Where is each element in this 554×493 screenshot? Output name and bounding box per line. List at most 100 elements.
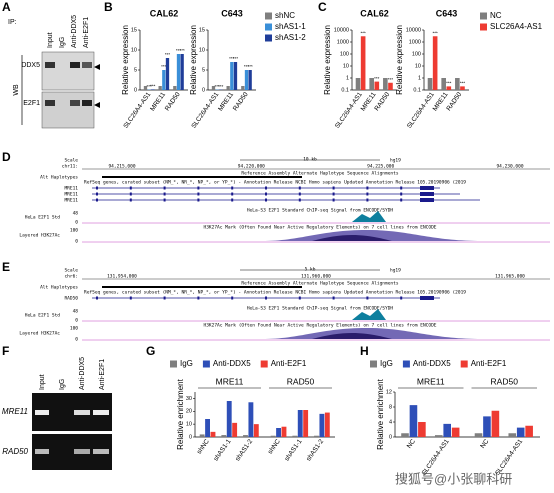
panel-label: A (2, 0, 11, 14)
group-label: RAD50 (287, 376, 315, 386)
bar (243, 435, 248, 437)
blot-band (45, 62, 55, 68)
y-tick-label: 10 (186, 422, 192, 428)
bar (276, 428, 281, 437)
exon (129, 296, 132, 300)
h3k27ac-signal (262, 229, 482, 241)
bar (270, 435, 276, 437)
lane-label: Anti-DDX5 (71, 15, 78, 48)
significance: *** (147, 84, 153, 89)
exon (231, 192, 234, 196)
significance: *** (218, 84, 224, 89)
significance: *** (176, 48, 182, 53)
scalebar-label: 5 kb (305, 267, 316, 273)
panel-label: F (2, 344, 9, 358)
exon (129, 198, 132, 202)
exon (197, 186, 200, 190)
panel-label: E (2, 260, 10, 274)
significance: *** (180, 48, 186, 53)
blot-band (45, 100, 55, 106)
exon (420, 198, 434, 202)
alt-track (102, 286, 302, 288)
exon (163, 186, 166, 190)
exon (197, 192, 200, 196)
group-label: MRE11 (417, 376, 445, 386)
legend-swatch (265, 12, 272, 20)
exon (265, 198, 267, 202)
y-tick-label: 10 (415, 63, 421, 69)
legend-swatch (202, 360, 210, 368)
y-tick-label: 10 (131, 47, 137, 53)
bar (281, 426, 287, 437)
track-scale: 0 (75, 220, 78, 226)
bar (409, 405, 418, 437)
significance: *** (244, 64, 250, 69)
y-tick-label: 1 (346, 75, 349, 81)
exon (332, 192, 335, 196)
blot-band (70, 100, 80, 106)
legend-label: Anti-DDX5 (413, 359, 451, 368)
legend-swatch (480, 12, 487, 20)
gel-band (35, 449, 49, 454)
gene-name: RAD50 (64, 296, 78, 302)
watermark: 搜狐号@小张聊科研 (395, 471, 512, 486)
track-scale: 48 (73, 211, 79, 217)
legend-swatch (460, 360, 468, 368)
exon (332, 198, 335, 202)
track-scale: 0 (75, 318, 78, 324)
bar (355, 78, 361, 90)
y-tick-label: 0 (189, 434, 192, 440)
gene-name: MRE11 (64, 186, 78, 192)
exon (163, 192, 166, 196)
track-name: Layered H3K27Ac (19, 331, 60, 337)
bar (165, 58, 170, 90)
legend-label: Anti-E2F1 (471, 359, 507, 368)
blot-e2f1 (41, 91, 95, 129)
lane-label: IgG (59, 37, 66, 48)
significance: *** (215, 84, 221, 89)
panel-label: D (2, 150, 11, 164)
bar (253, 424, 259, 437)
y-tick-label: 0.1 (341, 87, 349, 93)
scale-label: Scale (64, 158, 78, 164)
protein-label: DDX5 (21, 62, 40, 69)
legend-label: IgG (180, 359, 193, 368)
bar (248, 70, 252, 90)
y-axis-label: Relative expression (121, 25, 130, 95)
y-tick-label: 10000 (406, 27, 421, 33)
exon (420, 192, 434, 196)
bar (516, 427, 525, 437)
bar (432, 36, 438, 90)
bar (324, 412, 330, 437)
bar (314, 435, 319, 437)
gel-band (93, 449, 109, 454)
y-axis-label: Relative enrichment (176, 378, 185, 449)
scale-label: Scale (64, 268, 78, 274)
exon (231, 186, 234, 190)
y-axis-label: Relative expression (395, 25, 404, 95)
exon (366, 198, 369, 202)
gene-label: RAD50 (2, 447, 28, 456)
exon (420, 296, 434, 300)
bar (525, 425, 533, 437)
y-tick-label: 100 (340, 51, 349, 57)
track-name: HeLa E2F1 Std (25, 215, 61, 221)
y-tick-label: 15 (199, 27, 205, 33)
legend-swatch (170, 360, 177, 368)
position-label: 131,954,000 (107, 274, 137, 280)
alt-track (102, 176, 302, 178)
bar (401, 433, 409, 437)
y-tick-label: 10 (343, 63, 349, 69)
panel-label: C (318, 0, 327, 14)
track-name: Alt Haplotypes (40, 175, 78, 181)
panel-label: H (360, 344, 369, 358)
lane-label: Anti-E2F1 (99, 359, 106, 390)
exon (197, 198, 200, 202)
exon (96, 198, 98, 202)
chart-title: C643 (436, 8, 458, 18)
position-label: 94,225,000 (367, 164, 394, 170)
significance: *** (248, 64, 254, 69)
significance: *** (233, 56, 239, 61)
y-tick-label: 1000 (337, 39, 349, 45)
bar (180, 54, 184, 90)
